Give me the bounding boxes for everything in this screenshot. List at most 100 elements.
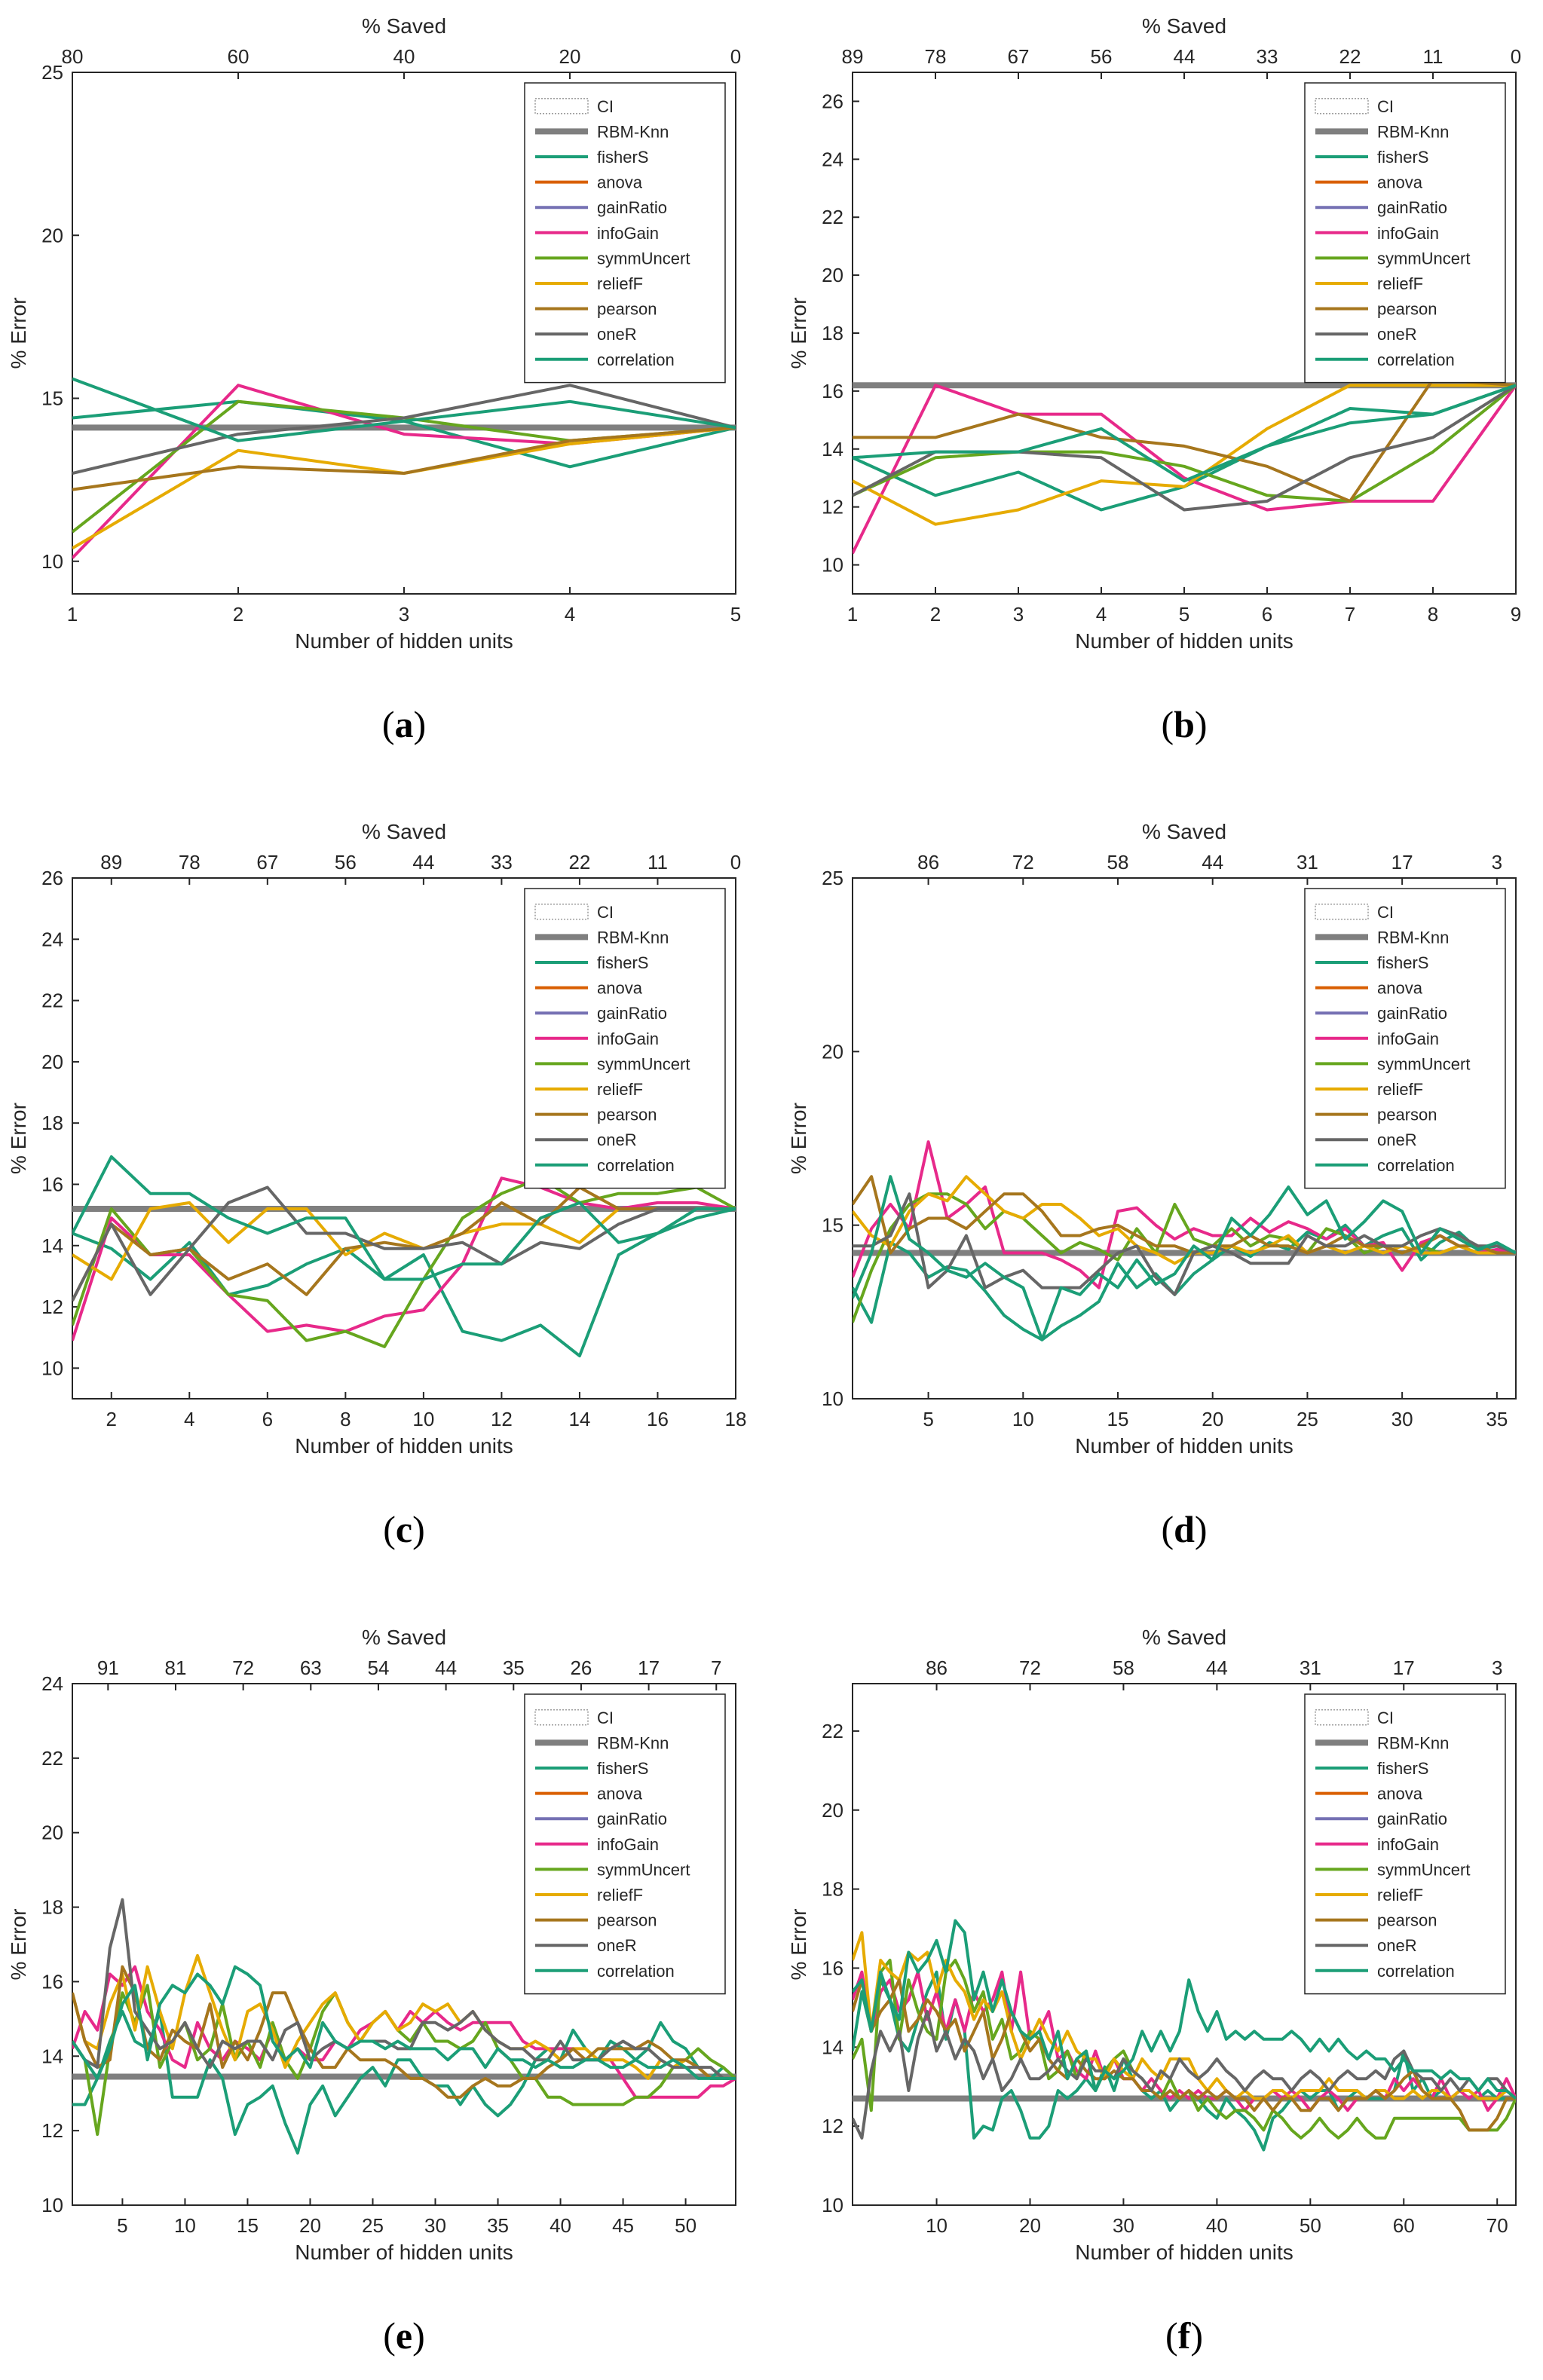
- legend: CI RBM-Knn fisherS anova gainRatio infoGain sy…: [1304, 888, 1506, 1189]
- x-tick-label: 1: [67, 603, 78, 626]
- legend-label-oner: oneR: [1377, 1130, 1417, 1149]
- legend: CI RBM-Knn fisherS anova gainRatio infoGain sy…: [1304, 1693, 1506, 1995]
- series-correlation: [72, 377, 736, 442]
- x-tick-label: 20: [1202, 1408, 1223, 1430]
- legend-swatch-ci: [534, 1709, 589, 1726]
- legend-swatch-ci: [534, 904, 589, 920]
- top-tick-label: 0: [1511, 45, 1521, 68]
- panel-label: (a): [382, 703, 426, 745]
- x-tick-label: 16: [647, 1408, 669, 1430]
- series-infogain: [853, 384, 1516, 555]
- legend-label-symmuncert: symmUncert: [1377, 1860, 1470, 1879]
- panel-label: (b): [1161, 703, 1207, 745]
- legend-label-fishers: fisherS: [1377, 1759, 1428, 1778]
- legend-label-ci: CI: [597, 903, 614, 922]
- x-tick-label: 5: [1179, 603, 1189, 626]
- top-tick-label: 72: [232, 1657, 254, 1679]
- series-oner: [853, 2010, 1516, 2140]
- legend-label-ci: CI: [597, 1709, 614, 1727]
- legend-label-correlation: correlation: [1377, 1156, 1455, 1175]
- x-tick-label: 70: [1486, 2214, 1508, 2237]
- x-tick-label: 14: [568, 1408, 590, 1430]
- legend-label-relieff: reliefF: [1377, 1080, 1423, 1099]
- top-tick-label: 86: [917, 851, 939, 873]
- legend-label-pearson: pearson: [1377, 1106, 1437, 1124]
- series-lines: [853, 1140, 1516, 1341]
- legend-label-ci: CI: [1377, 903, 1394, 922]
- x-axis-label: Number of hidden units: [295, 2241, 513, 2264]
- top-tick-label: 81: [165, 1657, 187, 1679]
- top-tick-label: 33: [1257, 45, 1278, 68]
- y-tick-label: 16: [41, 1173, 63, 1195]
- series-oner: [72, 384, 736, 475]
- chart-panel-e: 5 10 15 20 25 30 35 40 45 50 10 12 14 16 18 20 22 24 91 81 7…: [7, 1626, 736, 2357]
- legend-label-relieff: reliefF: [597, 1080, 643, 1099]
- top-tick-label: 26: [570, 1657, 592, 1679]
- panel-label: (f): [1165, 2314, 1203, 2357]
- legend-label-anova: anova: [597, 1785, 643, 1803]
- y-tick-label: 14: [41, 1234, 63, 1257]
- legend-label-gainratio: gainRatio: [1377, 1004, 1447, 1023]
- top-tick-label: 33: [491, 851, 513, 873]
- y-axis-label: % Error: [7, 1909, 30, 1981]
- legend-label-ci: CI: [597, 97, 614, 116]
- top-axis-title: % Saved: [1142, 1626, 1226, 1649]
- legend-label-gainratio: gainRatio: [597, 1004, 667, 1023]
- legend-label-oner: oneR: [597, 1936, 637, 1955]
- legend: CI RBM-Knn fisherS anova gainRatio infoGain sy…: [1304, 82, 1506, 384]
- x-tick-label: 7: [1345, 603, 1355, 626]
- top-tick-label: 44: [1174, 45, 1196, 68]
- legend-label-rbm-knn: RBM-Knn: [597, 928, 669, 947]
- chart-panel-f: 10 20 30 40 50 60 70 10 12 14 16 18 20 22 86 72 58 44 31 17…: [787, 1626, 1517, 2357]
- top-tick-label: 7: [711, 1657, 721, 1679]
- top-tick-label: 44: [412, 851, 434, 873]
- legend-label-gainratio: gainRatio: [597, 198, 667, 217]
- series-fishers: [72, 2010, 736, 2155]
- y-tick-label: 12: [822, 2115, 843, 2137]
- top-tick-label: 44: [1202, 851, 1223, 873]
- x-tick-label: 30: [424, 2214, 446, 2237]
- x-tick-label: 4: [1096, 603, 1107, 626]
- series-correlation: [853, 384, 1516, 483]
- legend-label-oner: oneR: [1377, 325, 1417, 344]
- top-tick-label: 58: [1107, 851, 1129, 873]
- x-tick-label: 10: [412, 1408, 434, 1430]
- y-axis-label: % Error: [7, 298, 30, 369]
- top-tick-label: 0: [730, 45, 741, 68]
- x-tick-label: 20: [299, 2214, 321, 2237]
- legend-label-correlation: correlation: [597, 350, 675, 369]
- legend-label-symmuncert: symmUncert: [597, 1860, 690, 1879]
- y-tick-label: 20: [41, 1822, 63, 1844]
- x-tick-label: 5: [923, 1408, 933, 1430]
- x-tick-label: 50: [1300, 2214, 1321, 2237]
- panel-label: (e): [383, 2314, 425, 2357]
- legend-swatch-ci: [534, 98, 589, 115]
- y-tick-label: 25: [41, 61, 63, 84]
- x-tick-label: 40: [550, 2214, 571, 2237]
- series-pearson: [853, 378, 1516, 503]
- top-tick-label: 78: [925, 45, 947, 68]
- legend-swatch-ci: [1315, 904, 1369, 920]
- x-tick-label: 8: [1428, 603, 1438, 626]
- legend-label-infogain: infoGain: [597, 224, 659, 243]
- y-tick-label: 22: [822, 206, 843, 228]
- series-fishers: [853, 1223, 1516, 1341]
- x-axis-label: Number of hidden units: [1075, 1434, 1293, 1458]
- y-tick-label: 18: [41, 1896, 63, 1919]
- x-tick-label: 60: [1393, 2214, 1415, 2237]
- legend-label-rbm-knn: RBM-Knn: [1377, 1733, 1449, 1752]
- top-tick-label: 20: [559, 45, 581, 68]
- legend-label-correlation: correlation: [597, 1962, 675, 1981]
- x-tick-label: 5: [117, 2214, 127, 2237]
- y-tick-label: 22: [822, 1720, 843, 1742]
- x-axis-label: Number of hidden units: [295, 1434, 513, 1458]
- x-tick-label: 6: [1262, 603, 1272, 626]
- x-tick-label: 18: [725, 1408, 747, 1430]
- top-tick-label: 11: [648, 851, 668, 873]
- x-axis-label: Number of hidden units: [1075, 629, 1293, 653]
- x-tick-label: 4: [184, 1408, 194, 1430]
- legend-label-anova: anova: [1377, 1785, 1423, 1803]
